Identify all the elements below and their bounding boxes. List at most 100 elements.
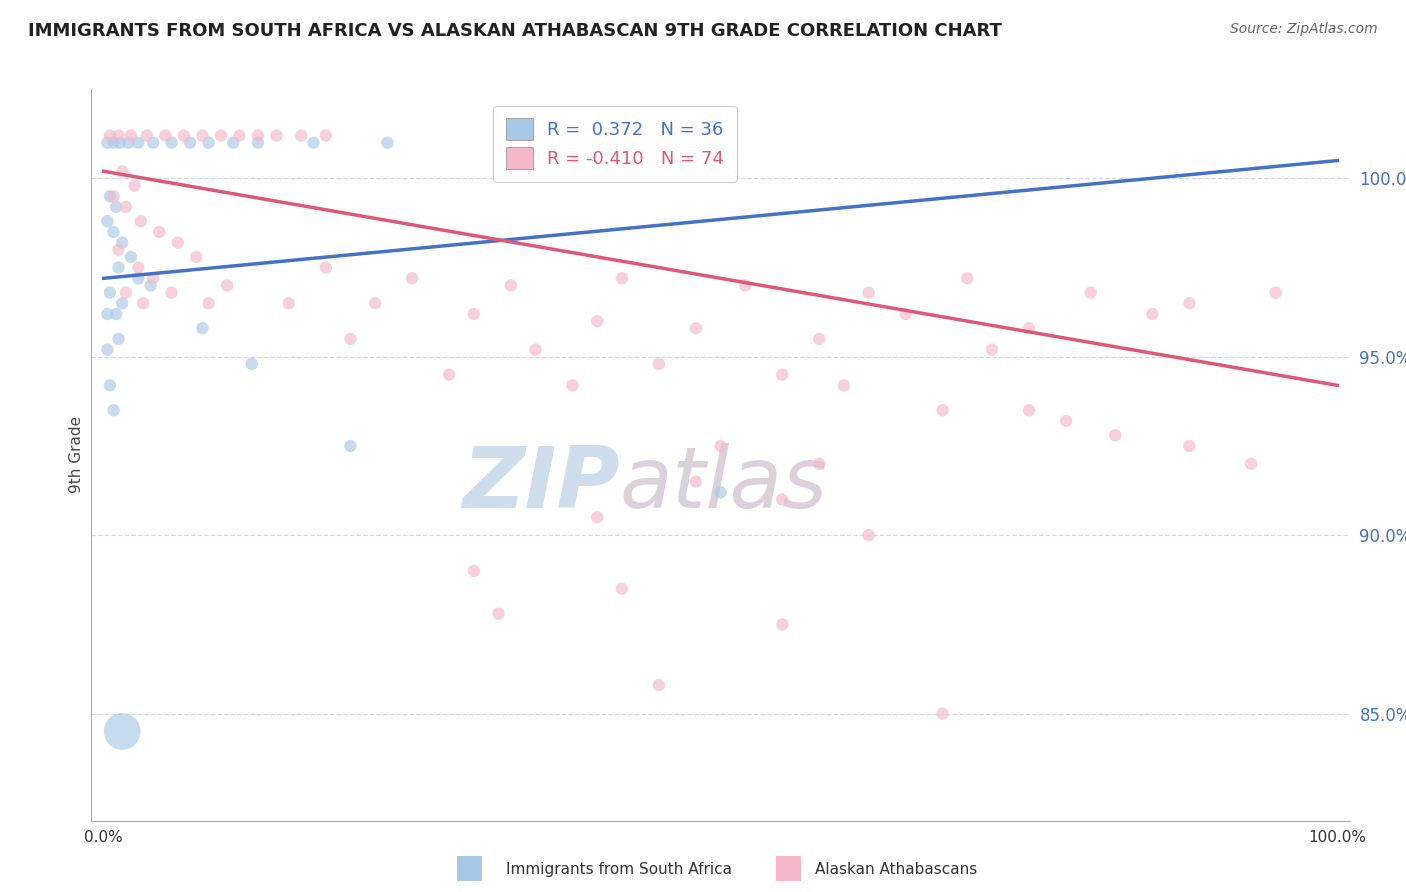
Point [1264,285,1286,300]
Point [1178,439,1201,453]
Point [209,128,232,143]
Point [120,250,142,264]
Text: atlas: atlas [620,442,828,525]
Point [103,136,125,150]
Point [155,128,177,143]
Point [124,178,146,193]
Point [931,403,953,417]
Point [160,285,183,300]
Point [808,457,831,471]
Point [610,271,633,285]
Point [111,164,134,178]
Point [246,128,269,143]
Point [770,617,793,632]
Point [315,128,337,143]
Point [401,271,423,285]
Point [129,214,152,228]
Point [709,439,731,453]
Point [931,706,953,721]
Point [142,136,165,150]
Point [132,296,155,310]
Point [894,307,917,321]
Point [734,278,756,293]
Point [290,128,312,143]
Point [956,271,979,285]
Point [148,225,170,239]
Point [105,307,128,321]
Point [524,343,547,357]
Point [1142,307,1164,321]
Point [277,296,299,310]
Point [98,378,121,392]
Point [858,285,880,300]
Point [115,285,138,300]
Point [191,321,214,335]
Point [1018,403,1040,417]
Point [166,235,188,250]
Point [770,368,793,382]
Point [240,357,263,371]
Y-axis label: 9th Grade: 9th Grade [69,417,84,493]
Point [858,528,880,542]
Text: IMMIGRANTS FROM SOUTH AFRICA VS ALASKAN ATHABASCAN 9TH GRADE CORRELATION CHART: IMMIGRANTS FROM SOUTH AFRICA VS ALASKAN … [28,22,1002,40]
Point [488,607,510,621]
Point [685,475,707,489]
Text: Alaskan Athabascans: Alaskan Athabascans [815,863,977,877]
Point [222,136,245,150]
Point [96,343,118,357]
Text: Immigrants from South Africa: Immigrants from South Africa [506,863,733,877]
Point [103,225,125,239]
Point [103,403,125,417]
Point [377,136,399,150]
Point [111,724,134,739]
Point [107,260,129,275]
Point [173,128,195,143]
Point [105,200,128,214]
Point [98,128,121,143]
Point [179,136,201,150]
Point [107,332,129,346]
Point [832,378,855,392]
Point [96,307,118,321]
Point [107,243,129,257]
Point [808,332,831,346]
Point [437,368,460,382]
Point [228,128,250,143]
Point [127,260,149,275]
Point [246,136,269,150]
Point [339,332,361,346]
Point [197,136,219,150]
Point [117,136,139,150]
Point [191,128,214,143]
Point [96,136,118,150]
Point [685,321,707,335]
Point [98,189,121,203]
Point [1104,428,1126,442]
Point [302,136,325,150]
Point [186,250,208,264]
Point [1240,457,1263,471]
Point [142,271,165,285]
Point [648,678,671,692]
Point [127,271,149,285]
Point [364,296,387,310]
Point [108,136,131,150]
Point [1178,296,1201,310]
Point [139,278,162,293]
Point [586,510,609,524]
Point [315,260,337,275]
Point [1018,321,1040,335]
Point [709,485,731,500]
Point [610,582,633,596]
Point [160,136,183,150]
Point [586,314,609,328]
Legend: R =  0.372   N = 36, R = -0.410   N = 74: R = 0.372 N = 36, R = -0.410 N = 74 [494,105,737,182]
Point [524,136,547,150]
Point [770,492,793,507]
Point [115,200,138,214]
Point [981,343,1004,357]
Point [103,189,125,203]
Point [1080,285,1102,300]
Point [499,278,522,293]
Point [1054,414,1077,428]
